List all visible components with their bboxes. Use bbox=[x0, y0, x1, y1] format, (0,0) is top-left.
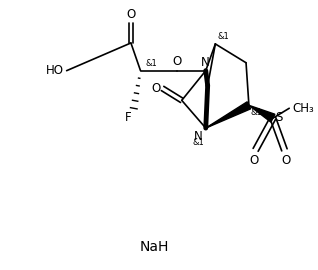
Text: O: O bbox=[172, 55, 182, 68]
Text: F: F bbox=[125, 111, 132, 124]
Text: O: O bbox=[249, 154, 258, 167]
Text: N: N bbox=[194, 130, 203, 143]
Polygon shape bbox=[249, 105, 275, 122]
Text: NaH: NaH bbox=[139, 240, 169, 254]
Polygon shape bbox=[206, 102, 251, 128]
Text: &1: &1 bbox=[251, 108, 263, 117]
Text: &1: &1 bbox=[217, 32, 229, 41]
Text: HO: HO bbox=[46, 64, 64, 77]
Text: O: O bbox=[282, 154, 291, 167]
Text: N: N bbox=[201, 56, 210, 69]
Text: S: S bbox=[275, 111, 282, 124]
Text: &1: &1 bbox=[192, 138, 204, 147]
Text: O: O bbox=[126, 8, 135, 21]
Text: CH₃: CH₃ bbox=[292, 102, 314, 115]
Text: &1: &1 bbox=[145, 59, 157, 68]
Text: O: O bbox=[151, 82, 161, 95]
